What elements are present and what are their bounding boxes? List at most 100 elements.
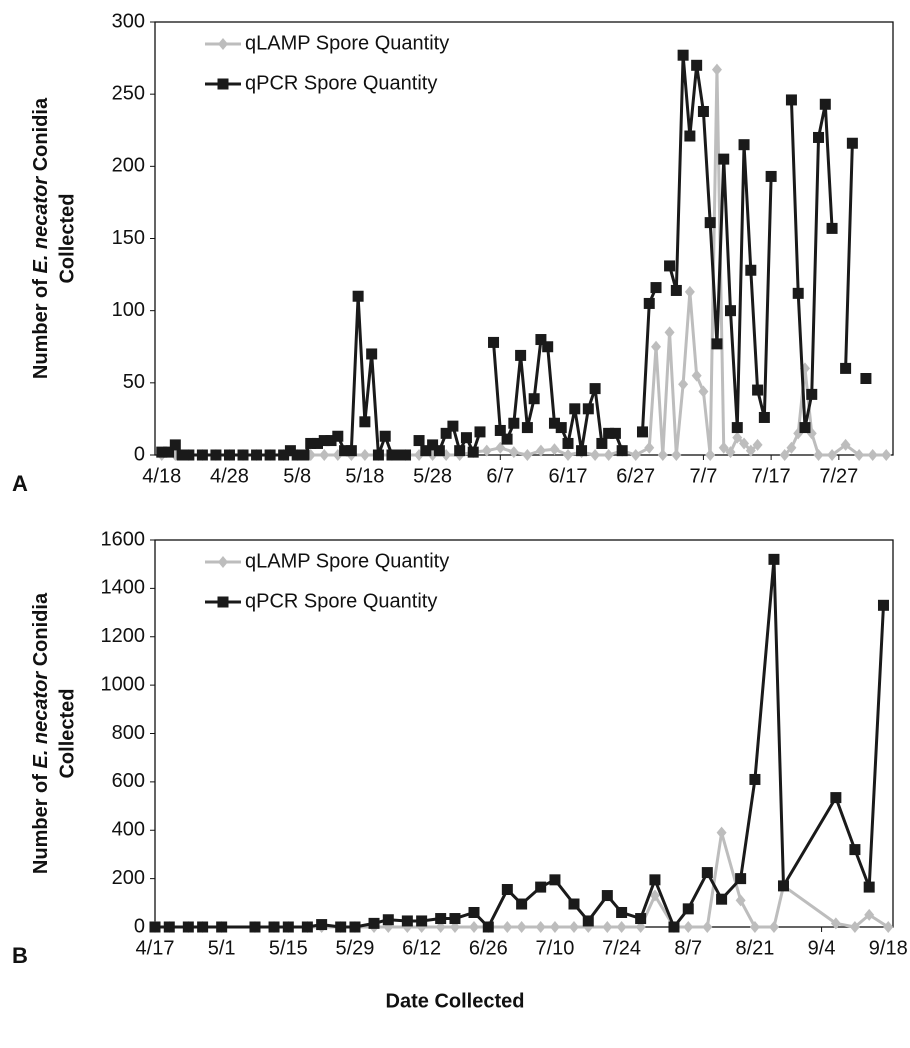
y-tick-label: 0 — [134, 443, 145, 465]
marker — [664, 326, 675, 339]
marker — [799, 422, 811, 434]
x-tick-label: 7/27 — [819, 465, 858, 487]
marker — [779, 449, 790, 461]
marker — [516, 921, 527, 933]
marker — [433, 445, 445, 457]
marker — [197, 921, 209, 933]
marker — [305, 437, 317, 449]
marker — [650, 282, 662, 294]
marker — [183, 449, 195, 461]
marker — [677, 49, 689, 61]
marker — [749, 921, 760, 933]
y-tick-label: 800 — [112, 722, 145, 744]
marker — [849, 844, 861, 856]
legend-label: qPCR Spore Quantity — [245, 590, 437, 612]
marker — [535, 444, 546, 457]
y-tick-label: 200 — [112, 155, 145, 177]
marker — [169, 439, 181, 451]
marker — [176, 449, 188, 461]
marker — [765, 170, 777, 182]
marker — [549, 921, 560, 933]
marker — [501, 433, 513, 445]
marker — [678, 378, 689, 391]
marker — [468, 906, 480, 918]
marker — [826, 222, 838, 234]
marker — [440, 427, 452, 439]
marker — [481, 444, 492, 457]
marker — [268, 921, 280, 933]
y-tick-label: 250 — [112, 82, 145, 104]
marker — [732, 431, 743, 444]
marker — [502, 921, 513, 933]
x-tick-label: 6/27 — [616, 465, 655, 487]
marker — [745, 444, 756, 457]
y-tick-label: 0 — [134, 915, 145, 937]
marker — [528, 393, 540, 405]
marker — [488, 336, 500, 348]
marker — [549, 443, 560, 456]
x-tick-label: 7/17 — [752, 465, 791, 487]
marker — [702, 921, 713, 933]
marker — [515, 349, 527, 361]
marker — [386, 449, 398, 461]
marker — [400, 449, 412, 461]
marker — [827, 449, 838, 461]
marker — [568, 921, 579, 933]
marker — [393, 449, 405, 461]
x-tick-label: 8/21 — [735, 937, 774, 959]
marker — [846, 137, 858, 149]
marker — [366, 348, 378, 360]
marker — [359, 449, 370, 461]
marker — [849, 921, 860, 933]
y-tick-label: 600 — [112, 770, 145, 792]
y-axis-label-part: E. necator — [30, 176, 52, 274]
marker — [725, 305, 737, 317]
marker — [352, 290, 364, 302]
marker — [210, 449, 222, 461]
marker — [735, 894, 746, 907]
marker — [582, 403, 594, 415]
marker — [349, 921, 361, 933]
y-tick-label: 1000 — [101, 673, 146, 695]
marker — [474, 426, 486, 438]
marker — [881, 449, 892, 461]
marker — [460, 432, 472, 444]
marker — [549, 874, 561, 886]
marker — [735, 873, 747, 885]
marker — [863, 881, 875, 893]
series-line — [155, 831, 890, 929]
y-axis-label: Number of E. necator Conidia — [30, 97, 52, 379]
marker — [636, 426, 648, 438]
marker — [745, 264, 757, 276]
marker — [739, 437, 750, 450]
y-axis-label-part: Conidia — [30, 97, 52, 177]
x-tick-label: 6/7 — [486, 465, 514, 487]
marker — [877, 599, 889, 611]
marker — [590, 449, 601, 461]
x-tick-label: 5/18 — [345, 465, 384, 487]
marker — [156, 446, 168, 458]
x-tick-label: 5/8 — [283, 465, 311, 487]
marker — [813, 131, 825, 143]
x-tick-label: 5/1 — [208, 937, 236, 959]
marker — [216, 921, 228, 933]
y-axis-label-part: Number of — [30, 274, 52, 380]
marker — [691, 59, 703, 71]
y-tick-label: 400 — [112, 819, 145, 841]
marker — [319, 449, 330, 461]
marker — [482, 921, 494, 933]
marker — [705, 449, 716, 461]
legend-label: qLAMP Spore Quantity — [245, 550, 449, 572]
y-tick-label: 50 — [123, 371, 145, 393]
marker — [282, 921, 294, 933]
marker — [711, 338, 723, 350]
legend-label: qLAMP Spore Quantity — [245, 32, 449, 54]
marker — [345, 445, 357, 457]
marker — [749, 773, 761, 785]
marker — [601, 890, 613, 902]
marker — [731, 422, 743, 434]
marker — [196, 449, 208, 461]
marker — [813, 449, 824, 461]
marker — [589, 383, 601, 395]
